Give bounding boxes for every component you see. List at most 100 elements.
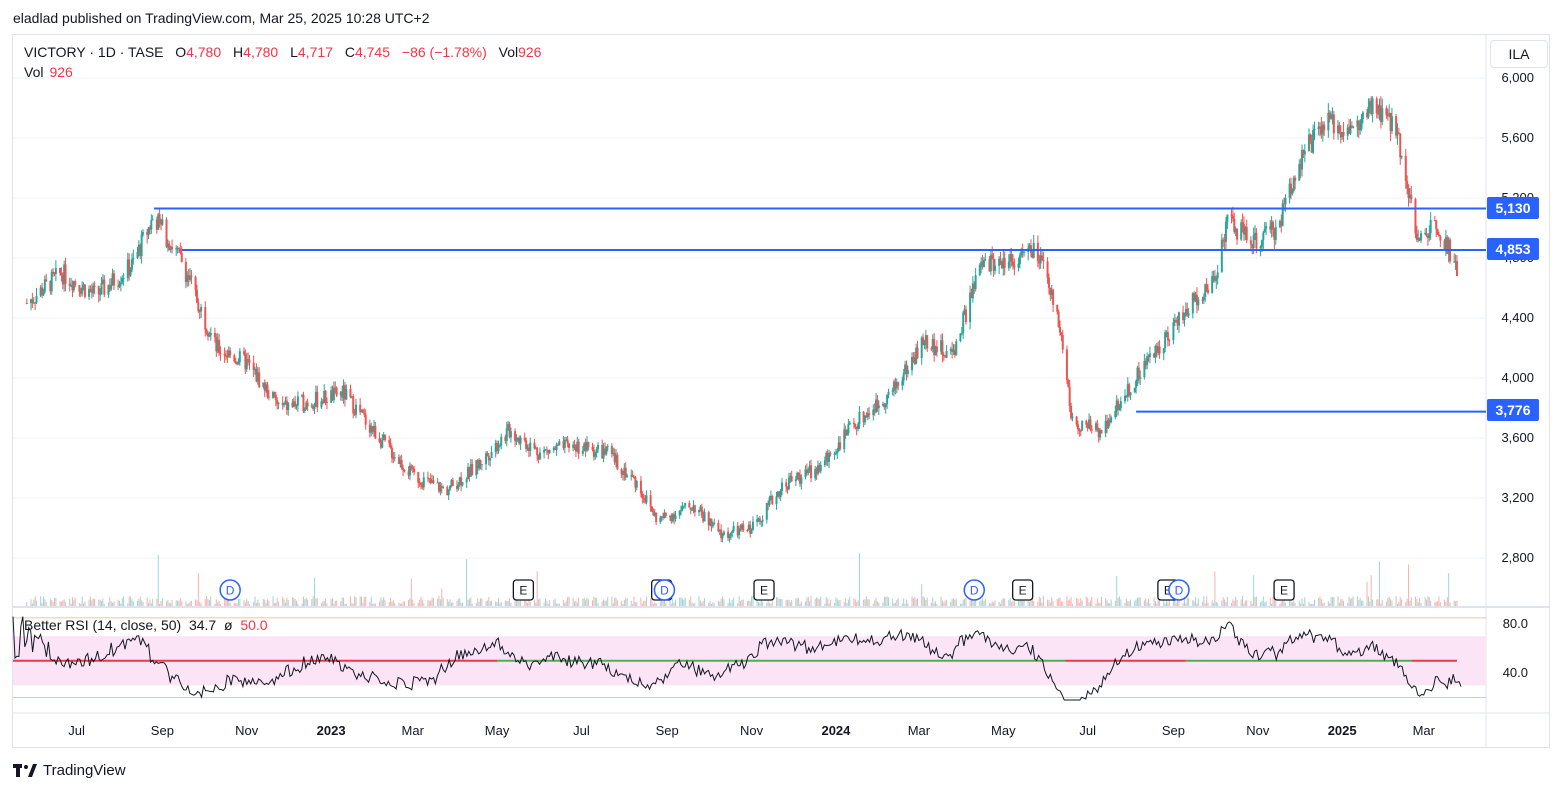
volume-bar — [460, 602, 462, 606]
candle-body — [1390, 116, 1393, 132]
symbol-label[interactable]: VICTORY · 1D · TASE — [24, 44, 164, 60]
volume-bar — [727, 603, 729, 606]
low-label: L — [290, 44, 298, 60]
candle-body — [765, 503, 768, 520]
volume-bar — [785, 599, 787, 606]
candle-body — [563, 440, 566, 449]
volume-bar — [297, 603, 299, 606]
volume-bar — [738, 596, 740, 606]
candle-body — [1299, 164, 1302, 170]
candle-body — [527, 447, 530, 451]
volume-bar — [756, 600, 758, 606]
candle-body — [548, 450, 551, 453]
price-tag-3776: 3,776 — [1487, 399, 1539, 421]
candle-body — [1144, 361, 1147, 366]
candle-body — [1128, 384, 1131, 396]
volume-bar — [1215, 601, 1217, 606]
volume-bar — [661, 596, 663, 606]
volume-bar — [323, 600, 325, 606]
volume-bar — [515, 600, 517, 606]
candle-body — [132, 257, 135, 260]
candle-body — [169, 246, 172, 250]
volume-bar — [1076, 598, 1078, 606]
volume-bar — [383, 597, 385, 606]
volume-bar — [312, 596, 314, 606]
candle-body — [926, 335, 929, 349]
volume-bar — [533, 599, 535, 606]
candle-body — [904, 364, 907, 374]
candle-body — [335, 387, 338, 396]
candle-body — [403, 470, 406, 472]
volume-bar — [780, 598, 782, 606]
candle-body — [905, 364, 908, 374]
volume-bar — [1380, 603, 1382, 606]
volume-bar — [694, 602, 696, 606]
candle-body — [572, 444, 575, 448]
candle-body — [911, 356, 914, 371]
volume-bar — [459, 598, 461, 606]
candle-body — [400, 459, 403, 468]
candle-body — [1240, 222, 1243, 240]
volume-bar — [1128, 601, 1130, 606]
candle-body — [1028, 245, 1031, 249]
candle-body — [902, 373, 905, 381]
volume-bar — [208, 600, 210, 606]
candle-body — [1368, 101, 1371, 107]
candle-body — [494, 443, 497, 452]
candle-body — [1310, 140, 1313, 153]
candle-body — [940, 340, 943, 352]
candle-body — [728, 536, 731, 539]
volume-bar — [912, 598, 914, 606]
candle-body — [1418, 237, 1421, 241]
volume-bar — [449, 599, 451, 606]
candle-body — [1195, 294, 1198, 306]
volume-bar — [990, 603, 992, 606]
volume-bar — [777, 597, 779, 606]
candle-body — [1419, 233, 1422, 241]
candle-body — [1096, 423, 1099, 429]
volume-bar — [233, 602, 235, 606]
candle-body — [963, 309, 966, 313]
volume-bar — [1338, 602, 1340, 606]
volume-bar — [818, 599, 820, 606]
volume-bar — [1153, 597, 1155, 606]
volume-bar — [1033, 601, 1035, 606]
volume-bar — [788, 599, 790, 606]
footer-brand[interactable]: TradingView — [13, 762, 126, 779]
candle-body — [108, 284, 111, 290]
volume-bar — [462, 602, 464, 606]
volume-bar — [1385, 601, 1387, 606]
candle-body — [147, 227, 150, 235]
candle-body — [229, 350, 232, 356]
candle-body — [721, 534, 724, 539]
volume-bar — [575, 601, 577, 606]
volume-bar — [769, 603, 771, 606]
volume-bar — [630, 600, 632, 606]
volume-bar — [722, 596, 724, 606]
volume-bar — [1058, 598, 1060, 606]
price-tag-5130: 5,130 — [1487, 197, 1539, 219]
candle-body — [594, 452, 597, 457]
candle-body — [621, 473, 624, 475]
candle-body — [537, 455, 540, 460]
volume-bar — [123, 596, 125, 606]
candle-body — [1339, 131, 1342, 138]
volume-bar — [1213, 603, 1215, 606]
candle-body — [1078, 429, 1081, 431]
volume-bar — [83, 603, 85, 606]
volume-bar — [1253, 575, 1255, 606]
candle-body — [912, 356, 915, 358]
volume-bar — [1188, 598, 1190, 606]
volume-bar — [53, 597, 55, 606]
volume-bar — [214, 603, 216, 606]
volume-bar — [1236, 600, 1238, 606]
volume-bar — [731, 599, 733, 606]
candle-body — [816, 465, 819, 475]
candle-body — [64, 264, 67, 284]
volume-bar — [587, 599, 589, 606]
candle-body — [479, 459, 482, 466]
currency-button[interactable]: ILA — [1490, 40, 1548, 68]
volume-bar — [219, 603, 221, 606]
rsi-label[interactable]: Better RSI (14, close, 50) — [24, 617, 182, 633]
